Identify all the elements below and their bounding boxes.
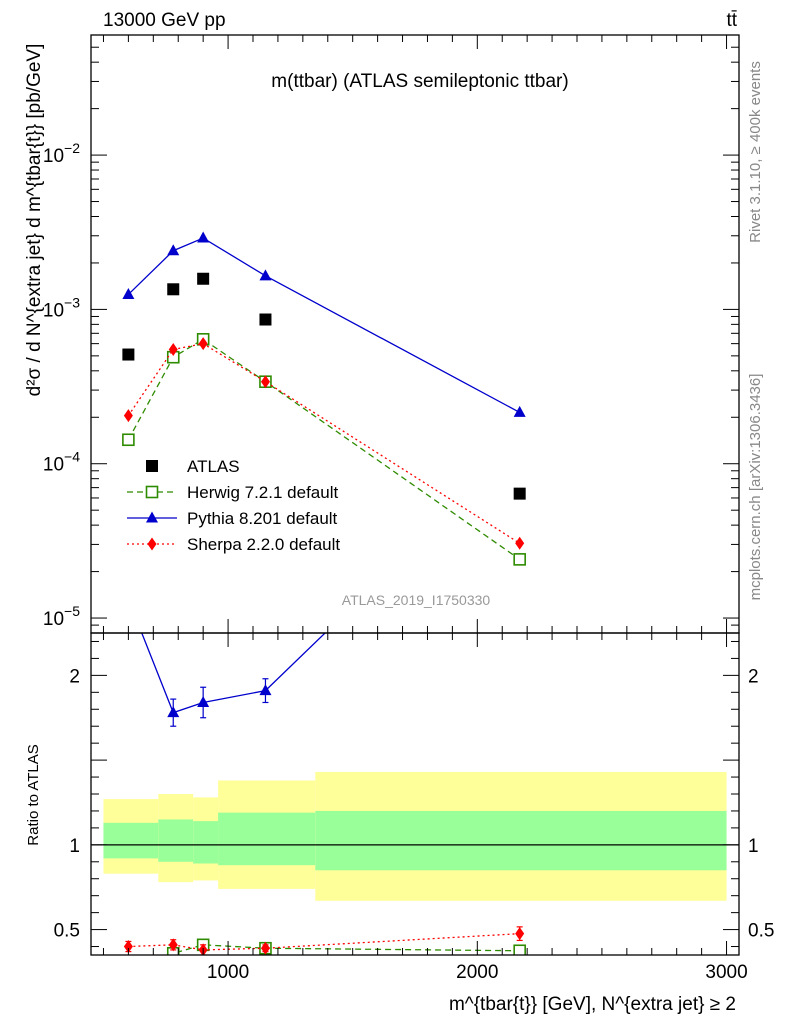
ratio-band-inner	[158, 819, 194, 862]
main-y-tick-label: 10−3	[43, 294, 80, 321]
main-point-pythia	[197, 231, 210, 243]
ratio-y-tick-label-left: 2	[69, 666, 80, 687]
ratio-point-sherpa	[260, 941, 270, 955]
legend-item-pythia: Pythia 8.201 default	[127, 509, 338, 528]
ratio-uncertainty-bands	[103, 771, 727, 901]
ratio-y-tick-label-right: 1	[748, 836, 759, 857]
ratio-point-herwig	[123, 961, 134, 972]
main-line-herwig	[127, 338, 521, 560]
legend-item-atlas: ATLAS	[146, 457, 240, 476]
ratio-point-sherpa	[123, 940, 133, 954]
main-point-herwig	[122, 433, 135, 447]
header-right: tt̄	[726, 10, 737, 31]
main-line-pythia	[127, 237, 520, 413]
legend-label-pythia: Pythia 8.201 default	[187, 509, 338, 528]
ratio-errorbar-pythia	[517, 428, 523, 462]
main-y-tick-label: 10−5	[43, 603, 80, 630]
ratio-y-tick-label-right: 0.5	[748, 921, 774, 942]
ratio-band-inner	[315, 810, 727, 871]
x-tick-label: 1000	[207, 962, 249, 983]
main-point-atlas	[513, 487, 526, 500]
x-axis-label: m^{tbar{t}} [GeV], N^{extra jet} ≥ 2	[449, 994, 736, 1015]
main-point-sherpa	[123, 409, 133, 423]
main-point-sherpa	[198, 337, 208, 351]
ratio-errorbar-herwig	[125, 963, 131, 970]
x-tick-label: 3000	[705, 962, 747, 983]
main-point-pythia	[259, 269, 272, 281]
header-left: 13000 GeV pp	[103, 10, 226, 31]
ratio-band-inner	[193, 821, 219, 864]
main-point-atlas	[167, 283, 180, 296]
ratio-point-herwig	[513, 944, 526, 955]
ratio-y-tick-label-right: 2	[748, 666, 759, 687]
rivet-version-label: Rivet 3.1.10, ≥ 400k events	[747, 61, 764, 243]
watermark: ATLAS_2019_I1750330	[342, 592, 491, 608]
main-y-axis-label: d²σ / d N^{extra jet} d m^{tbar{t}} [pb/…	[24, 44, 45, 397]
ratio-band-inner	[103, 822, 159, 859]
legend-item-herwig: Herwig 7.2.1 default	[127, 483, 338, 502]
main-point-atlas	[197, 272, 210, 285]
ratio-point-pythia	[167, 706, 180, 718]
plot-title: m(ttbar) (ATLAS semileptonic ttbar)	[271, 71, 568, 92]
main-series-sherpa	[123, 337, 525, 550]
legend-marker-herwig	[145, 485, 159, 499]
main-y-tick-label: 10−4	[43, 449, 80, 476]
legend: ATLAS Herwig 7.2.1 default Pythia 8.201 de…	[127, 457, 340, 554]
ratio-y-tick-label-left: 0.5	[54, 921, 80, 942]
ratio-line-herwig	[165, 944, 520, 955]
main-series-layer	[122, 231, 526, 566]
main-series-atlas	[122, 272, 526, 500]
legend-label-herwig: Herwig 7.2.1 default	[187, 483, 338, 502]
ratio-line-sherpa	[128, 932, 520, 951]
ratio-series-sherpa	[123, 926, 525, 955]
main-point-herwig	[513, 553, 526, 566]
main-series-herwig	[122, 333, 526, 566]
ratio-point-pythia	[259, 684, 272, 696]
ratio-point-pythia	[514, 438, 526, 449]
mcplots-source-label: mcplots.cern.ch [arXiv:1306.3436]	[747, 374, 764, 601]
main-point-pythia	[513, 405, 526, 417]
ratio-errorbar-pythia	[125, 582, 131, 616]
main-point-pythia	[122, 287, 135, 299]
main-point-atlas	[122, 348, 135, 361]
ratio-point-sherpa	[168, 938, 178, 952]
ratio-point-pythia	[197, 695, 210, 707]
ratio-point-pythia	[122, 593, 134, 604]
main-point-atlas	[259, 313, 272, 326]
legend-label-sherpa: Sherpa 2.2.0 default	[187, 535, 340, 554]
main-point-sherpa	[515, 536, 525, 550]
ratio-y-tick-label-left: 1	[69, 836, 80, 857]
legend-marker-pythia	[146, 511, 158, 523]
ratio-y-axis-label: Ratio to ATLAS	[25, 744, 42, 845]
axis-tick-labels: 1000 2000 3000 10−5 10−4 10−3 10−2 0.5 0.5 1 1 2 2	[43, 140, 775, 983]
main-point-sherpa	[260, 375, 270, 389]
ratio-series-pythia	[122, 428, 526, 727]
main-y-tick-label: 10−2	[43, 140, 80, 167]
main-point-pythia	[167, 244, 180, 256]
ratio-band-inner	[218, 812, 316, 866]
ratio-point-sherpa	[515, 927, 525, 941]
legend-marker-atlas	[146, 460, 158, 472]
legend-marker-sherpa	[147, 537, 157, 551]
main-point-sherpa	[168, 342, 178, 356]
legend-item-sherpa: Sherpa 2.2.0 default	[127, 535, 340, 554]
x-tick-label: 2000	[456, 962, 498, 983]
axis-ticks	[91, 34, 739, 955]
legend-label-atlas: ATLAS	[187, 457, 240, 476]
main-series-pythia	[122, 231, 526, 417]
